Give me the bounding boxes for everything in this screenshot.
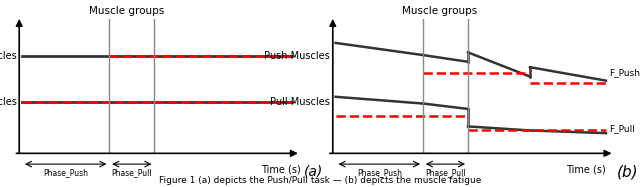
Text: Push Muscles: Push Muscles: [264, 51, 330, 61]
Text: Pull Muscles: Pull Muscles: [270, 97, 330, 107]
Text: F_Pull: F_Pull: [609, 125, 635, 134]
Text: Phase_Push: Phase_Push: [43, 168, 88, 177]
Text: Muscle groups: Muscle groups: [402, 6, 477, 16]
Text: (b): (b): [617, 164, 639, 179]
Text: Pull Muscles: Pull Muscles: [0, 97, 17, 107]
Text: Phase_Pull: Phase_Pull: [111, 168, 152, 177]
Text: Phase_Pull: Phase_Pull: [425, 168, 466, 177]
Text: F_Push: F_Push: [609, 68, 640, 77]
Text: Time (s): Time (s): [261, 164, 301, 174]
Text: Figure 1 (a) depicts the Push/Pull task — (b) depicts the muscle fatigue: Figure 1 (a) depicts the Push/Pull task …: [159, 176, 481, 185]
Text: Phase_Push: Phase_Push: [356, 168, 402, 177]
Text: Time (s): Time (s): [566, 164, 606, 174]
Text: Muscle groups: Muscle groups: [88, 6, 164, 16]
Text: Push Muscles: Push Muscles: [0, 51, 17, 61]
Text: (a): (a): [303, 164, 323, 178]
